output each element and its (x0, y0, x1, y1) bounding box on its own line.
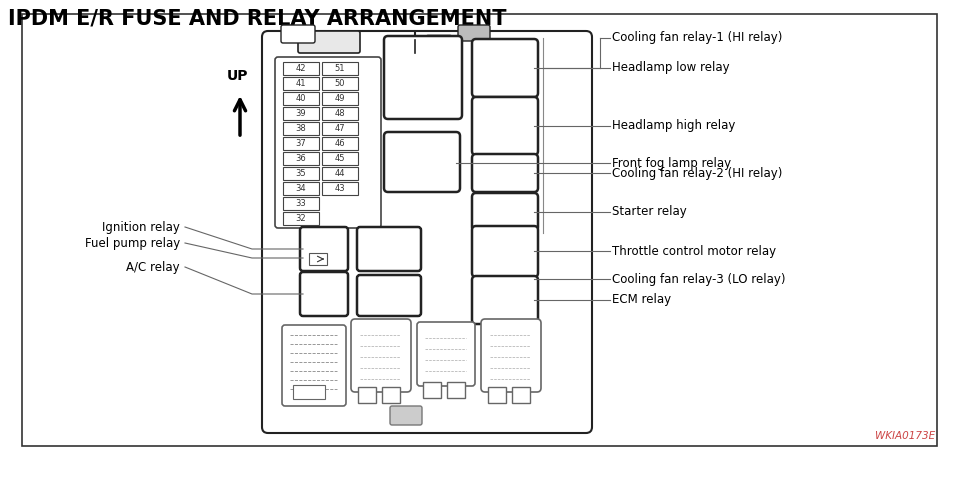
Bar (293, 385, 325, 399)
Bar (322, 122, 358, 135)
Text: 47: 47 (334, 124, 345, 133)
FancyBboxPatch shape (417, 322, 475, 386)
Bar (423, 382, 441, 398)
Bar (283, 62, 319, 75)
Text: Fuel pump relay: Fuel pump relay (84, 237, 180, 250)
Bar (309, 253, 327, 265)
FancyBboxPatch shape (472, 39, 538, 97)
Bar (382, 387, 400, 403)
Text: WKIA0173E: WKIA0173E (875, 431, 935, 441)
FancyBboxPatch shape (300, 227, 348, 271)
Bar (283, 167, 319, 180)
Text: 43: 43 (334, 184, 345, 193)
Bar (322, 137, 358, 150)
Bar (283, 152, 319, 165)
Text: 35: 35 (296, 169, 307, 178)
Bar (358, 387, 376, 403)
Bar (447, 382, 465, 398)
Text: 50: 50 (334, 79, 345, 88)
FancyBboxPatch shape (262, 31, 592, 433)
Text: Ignition relay: Ignition relay (103, 221, 180, 233)
Bar (322, 167, 358, 180)
Text: 49: 49 (334, 94, 345, 103)
FancyBboxPatch shape (275, 57, 381, 228)
FancyBboxPatch shape (357, 275, 421, 316)
Bar (283, 182, 319, 195)
Text: 37: 37 (296, 139, 307, 148)
Text: A/C relay: A/C relay (126, 260, 180, 273)
Text: Cooling fan relay-1 (HI relay): Cooling fan relay-1 (HI relay) (612, 31, 783, 44)
Bar (283, 107, 319, 120)
Text: Front fog lamp relay: Front fog lamp relay (612, 156, 731, 170)
Text: Throttle control motor relay: Throttle control motor relay (612, 244, 776, 257)
FancyBboxPatch shape (351, 319, 411, 392)
Text: 40: 40 (296, 94, 307, 103)
Text: UP: UP (227, 69, 249, 83)
Bar (322, 62, 358, 75)
FancyBboxPatch shape (472, 226, 538, 277)
FancyBboxPatch shape (298, 31, 360, 53)
Text: 39: 39 (296, 109, 307, 118)
Bar (322, 107, 358, 120)
FancyBboxPatch shape (426, 35, 451, 53)
FancyBboxPatch shape (458, 25, 490, 41)
FancyBboxPatch shape (481, 319, 541, 392)
Text: 45: 45 (334, 154, 345, 163)
Text: 48: 48 (334, 109, 345, 118)
Bar (283, 212, 319, 225)
Text: 41: 41 (296, 79, 307, 88)
Text: Cooling fan relay-2 (HI relay): Cooling fan relay-2 (HI relay) (612, 167, 783, 180)
FancyBboxPatch shape (472, 154, 538, 192)
Text: 51: 51 (334, 64, 345, 73)
Bar (283, 77, 319, 90)
FancyBboxPatch shape (281, 25, 315, 43)
FancyBboxPatch shape (384, 36, 462, 119)
Text: 33: 33 (296, 199, 307, 208)
FancyBboxPatch shape (282, 325, 346, 406)
Text: 38: 38 (296, 124, 307, 133)
Text: 36: 36 (296, 154, 307, 163)
Bar (322, 77, 358, 90)
Text: 32: 32 (296, 214, 307, 223)
Text: 34: 34 (296, 184, 307, 193)
Bar (283, 92, 319, 105)
Text: IPDM E/R FUSE AND RELAY ARRANGEMENT: IPDM E/R FUSE AND RELAY ARRANGEMENT (8, 8, 507, 28)
Text: ECM relay: ECM relay (612, 294, 672, 307)
Text: Cooling fan relay-3 (LO relay): Cooling fan relay-3 (LO relay) (612, 272, 786, 285)
Bar (488, 387, 506, 403)
Text: 42: 42 (296, 64, 307, 73)
Bar (322, 92, 358, 105)
Text: Headlamp high relay: Headlamp high relay (612, 119, 736, 132)
Text: 44: 44 (334, 169, 345, 178)
FancyBboxPatch shape (472, 97, 538, 155)
Text: Headlamp low relay: Headlamp low relay (612, 61, 730, 74)
FancyBboxPatch shape (300, 272, 348, 316)
Text: 46: 46 (334, 139, 345, 148)
Bar (283, 137, 319, 150)
FancyBboxPatch shape (357, 227, 421, 271)
Bar (512, 387, 530, 403)
FancyBboxPatch shape (472, 276, 538, 324)
FancyBboxPatch shape (390, 406, 422, 425)
FancyBboxPatch shape (384, 132, 460, 192)
Text: Starter relay: Starter relay (612, 205, 687, 218)
Bar (322, 152, 358, 165)
FancyBboxPatch shape (472, 193, 538, 231)
Bar (322, 182, 358, 195)
Bar (283, 197, 319, 210)
Bar (22, 14, 937, 446)
Bar (283, 122, 319, 135)
